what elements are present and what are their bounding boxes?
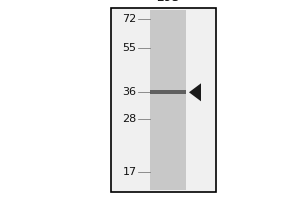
Text: 28: 28 — [122, 114, 136, 124]
Bar — [150, 90, 186, 94]
Text: 72: 72 — [122, 14, 136, 24]
Text: 293: 293 — [156, 0, 180, 4]
Text: 36: 36 — [122, 87, 136, 97]
Bar — [111, 8, 216, 192]
Bar — [150, 10, 186, 190]
Polygon shape — [189, 83, 201, 101]
Text: 17: 17 — [122, 167, 136, 177]
Text: 55: 55 — [122, 43, 136, 53]
